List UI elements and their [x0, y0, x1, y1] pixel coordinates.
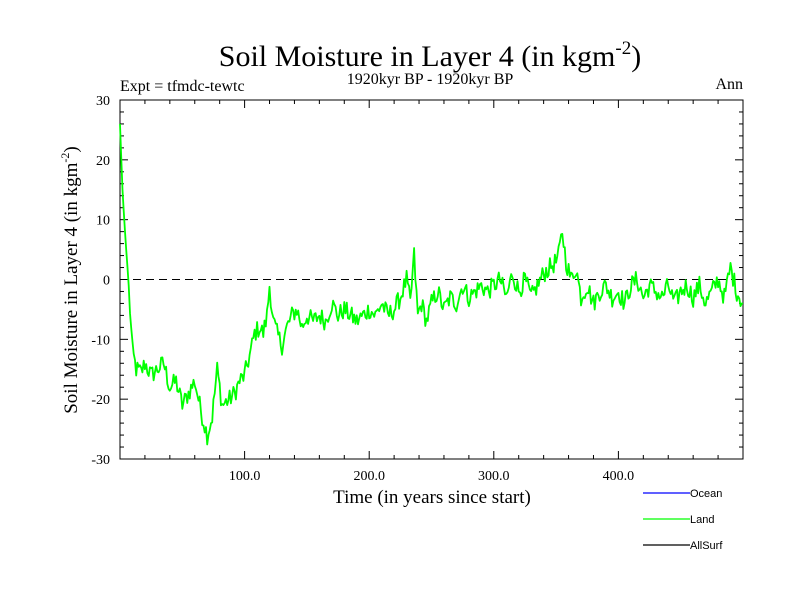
expt-label: Expt = tfmdc-tewtc	[120, 78, 245, 95]
legend: Ocean Land AllSurf	[643, 488, 723, 552]
series-line-land	[119, 123, 744, 446]
ylabel-main: Soil Moisture in Layer 4 (in kgm	[61, 162, 82, 413]
ylabel-exponent: -2	[58, 153, 72, 163]
season-label: Ann	[715, 76, 743, 93]
chart-subtitle: 1920kyr BP - 1920kyr BP	[347, 71, 514, 88]
x-tick-label: 200.0	[353, 469, 385, 484]
plot-area: 100.0 200.0 300.0 400.0 -30 -20 -10 0 10 20 30	[91, 94, 744, 484]
x-axis-label: Time (in years since start)	[333, 487, 531, 508]
title-close: )	[631, 40, 641, 73]
ylabel-close: )	[61, 146, 82, 152]
y-tick-label: -10	[91, 333, 110, 348]
y-axis-label: Soil Moisture in Layer 4 (in kgm-2)	[58, 146, 82, 414]
title-exponent: -2	[615, 38, 631, 59]
chart-title: Soil Moisture in Layer 4 (in kgm-2)	[219, 38, 641, 73]
legend-label-allsurf: AllSurf	[690, 540, 723, 552]
y-tick-label: -30	[91, 453, 110, 468]
x-tick-label: 400.0	[603, 469, 635, 484]
legend-label-ocean: Ocean	[690, 488, 722, 500]
y-tick-label: 10	[96, 214, 110, 229]
x-tick-label: 100.0	[229, 469, 261, 484]
svg-text:Soil Moisture in Layer 4 (in k: Soil Moisture in Layer 4 (in kgm-2)	[219, 38, 641, 73]
svg-text:Soil Moisture in Layer 4 (in k: Soil Moisture in Layer 4 (in kgm-2)	[58, 146, 82, 414]
y-tick-label: 20	[96, 154, 110, 169]
x-tick-label: 300.0	[478, 469, 510, 484]
title-main: Soil Moisture in Layer 4 (in kgm	[219, 40, 616, 73]
y-tick-label: 0	[103, 274, 110, 289]
legend-label-land: Land	[690, 514, 714, 526]
y-tick-label: -20	[91, 393, 110, 408]
y-tick-label: 30	[96, 94, 110, 109]
